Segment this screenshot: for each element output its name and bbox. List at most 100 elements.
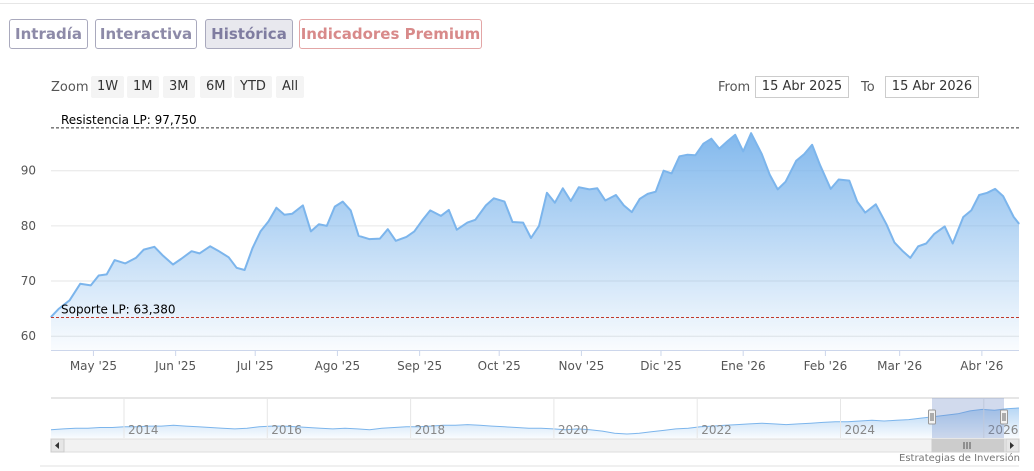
- price-point: [777, 188, 779, 190]
- zoom-3m-button[interactable]: 3M: [163, 76, 195, 98]
- price-point: [236, 267, 238, 269]
- price-point: [106, 273, 108, 275]
- price-point: [639, 198, 641, 200]
- price-point: [647, 193, 649, 195]
- zoom-1m-button[interactable]: 1M: [127, 76, 159, 98]
- price-point: [761, 153, 763, 155]
- price-point: [726, 140, 728, 142]
- price-point: [734, 134, 736, 136]
- tab-intradia[interactable]: Intradía: [9, 19, 88, 49]
- price-point: [986, 192, 988, 194]
- price-point: [267, 220, 270, 222]
- price-area-fill: [51, 133, 1019, 350]
- price-point: [1018, 223, 1020, 225]
- price-point: [342, 201, 344, 203]
- price-point: [864, 212, 866, 214]
- price-point: [228, 256, 230, 258]
- zoom-ytd-button[interactable]: YTD: [234, 76, 272, 98]
- price-point: [838, 178, 840, 181]
- price-point: [925, 242, 927, 245]
- navigator-year-label: 2018: [415, 423, 446, 437]
- navigator-year-label: 2014: [128, 423, 159, 437]
- zoom-6m-button[interactable]: 6M: [200, 76, 232, 98]
- price-point: [702, 143, 705, 145]
- tab-interactiva[interactable]: Interactiva: [95, 19, 197, 49]
- range-selector: Zoom 1W 1M 3M 6M YTD All From To: [0, 76, 1034, 100]
- chevron-left-icon: [55, 442, 59, 449]
- tab-indicadores-premium[interactable]: Indicadores Premium: [299, 19, 482, 49]
- price-point: [785, 181, 787, 183]
- x-tick-label: Oct '25: [478, 359, 521, 373]
- price-point: [466, 222, 468, 224]
- x-tick-label: Ene '26: [721, 359, 766, 373]
- price-point: [718, 148, 720, 150]
- zoom-label: Zoom: [51, 80, 89, 95]
- price-point: [135, 257, 137, 259]
- price-point: [830, 188, 832, 190]
- price-point: [318, 223, 320, 225]
- navigator-scrollbar-track[interactable]: [50, 438, 1020, 453]
- zoom-all-button[interactable]: All: [276, 76, 305, 98]
- price-point: [933, 233, 935, 235]
- price-point: [153, 246, 155, 248]
- y-tick-label: 70: [21, 274, 36, 288]
- price-point: [596, 187, 598, 189]
- price-point: [413, 230, 415, 232]
- navigator-right-handle[interactable]: [1000, 409, 1008, 425]
- x-tick-label: Abr '26: [960, 359, 1003, 373]
- navigator-year-label: 2026: [988, 423, 1019, 437]
- price-point: [819, 164, 821, 166]
- price-point: [259, 230, 262, 232]
- price-point: [917, 245, 919, 247]
- navigator-left-handle[interactable]: [928, 409, 936, 425]
- price-point: [538, 225, 540, 227]
- x-tick-label: Nov '25: [559, 359, 605, 373]
- price-point: [368, 238, 370, 240]
- price-point: [79, 283, 81, 285]
- price-point: [302, 204, 304, 206]
- price-point: [114, 259, 116, 261]
- price-point: [124, 262, 126, 264]
- price-point: [275, 207, 277, 209]
- price-point: [358, 235, 360, 237]
- y-tick-label: 90: [21, 164, 36, 178]
- price-point: [456, 229, 458, 231]
- price-point: [198, 252, 201, 254]
- price-point: [291, 213, 293, 215]
- price-point: [710, 138, 713, 140]
- navigator-year-label: 2022: [701, 423, 732, 437]
- chevron-right-icon: [1010, 442, 1014, 449]
- price-point: [379, 238, 381, 240]
- price-point: [474, 219, 476, 221]
- price-point: [769, 174, 771, 176]
- price-point: [58, 308, 60, 310]
- price-point: [848, 180, 850, 182]
- support-line-label: Soporte LP: 63,380: [61, 303, 176, 317]
- price-point: [803, 153, 805, 155]
- price-point: [485, 204, 487, 206]
- price-point: [952, 242, 954, 245]
- price-point: [421, 219, 423, 221]
- price-point: [893, 241, 896, 243]
- price-point: [795, 160, 797, 162]
- price-point: [283, 214, 285, 216]
- price-point: [623, 204, 625, 206]
- price-point: [615, 194, 617, 196]
- price-point: [244, 269, 246, 271]
- top-rule: [0, 3, 1034, 4]
- x-tick-label: Jul '25: [236, 359, 274, 373]
- price-point: [395, 240, 397, 242]
- to-label: To: [861, 80, 875, 95]
- from-date-input[interactable]: [755, 76, 849, 98]
- navigator-scrollbar-thumb[interactable]: [931, 438, 1005, 453]
- tab-historica[interactable]: Histórica: [205, 19, 293, 49]
- to-date-input[interactable]: [885, 76, 979, 98]
- price-point: [663, 170, 665, 172]
- zoom-1w-button[interactable]: 1W: [91, 76, 125, 98]
- price-point: [90, 284, 92, 286]
- from-label: From: [718, 80, 751, 95]
- x-tick-label: Feb '26: [804, 359, 848, 373]
- price-point: [191, 250, 193, 252]
- navigator-year-label: 2016: [271, 423, 302, 437]
- price-point: [546, 192, 548, 194]
